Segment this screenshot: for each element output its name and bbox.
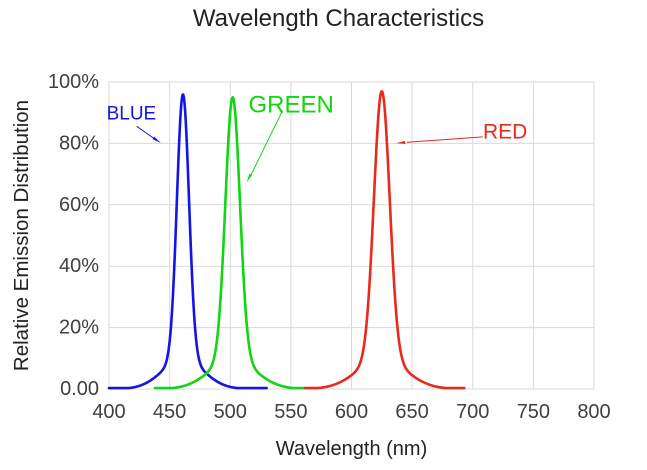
svg-text:750: 750 (517, 401, 550, 423)
svg-text:BLUE: BLUE (107, 103, 157, 124)
svg-text:RED: RED (483, 121, 527, 144)
svg-text:GREEN: GREEN (249, 92, 334, 119)
svg-text:450: 450 (153, 401, 186, 423)
svg-text:800: 800 (577, 401, 610, 423)
svg-text:Wavelength (nm): Wavelength (nm) (276, 438, 428, 460)
svg-text:Relative Emission Distribution: Relative Emission Distribution (10, 100, 33, 371)
svg-text:500: 500 (214, 401, 247, 423)
svg-text:600: 600 (335, 401, 368, 423)
svg-text:400: 400 (92, 401, 125, 423)
svg-text:Wavelength Characteristics: Wavelength Characteristics (193, 5, 484, 32)
svg-text:40%: 40% (59, 255, 99, 277)
svg-text:60%: 60% (59, 194, 99, 216)
svg-text:80%: 80% (59, 132, 99, 154)
svg-text:100%: 100% (48, 71, 99, 93)
svg-text:550: 550 (274, 401, 307, 423)
svg-text:0.00: 0.00 (60, 378, 99, 400)
svg-text:650: 650 (395, 401, 428, 423)
svg-text:20%: 20% (59, 317, 99, 339)
svg-text:700: 700 (456, 401, 489, 423)
